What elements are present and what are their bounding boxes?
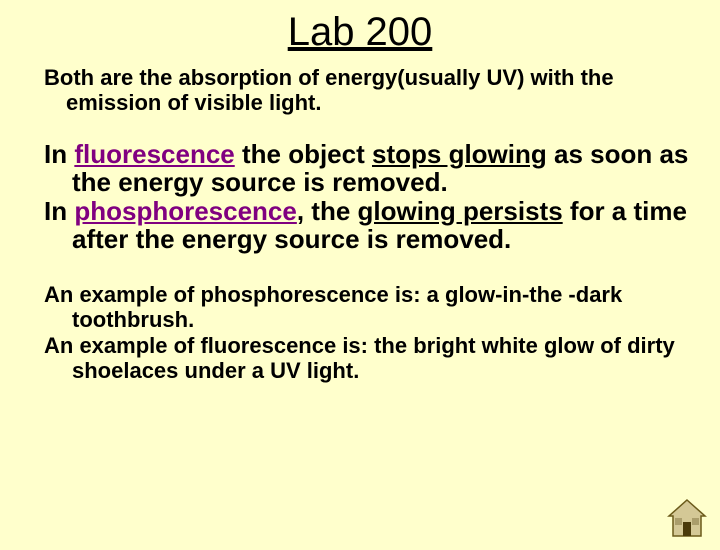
keyword-stops-glowing: stops glowing xyxy=(372,139,547,169)
fluorescence-definition: In fluorescence the object stops glowing… xyxy=(72,140,698,197)
keyword-fluorescence: fluorescence xyxy=(74,139,234,169)
text-pre: In xyxy=(44,196,74,226)
keyword-phosphorescence: phosphorescence xyxy=(74,196,297,226)
phosphorescence-definition: In phosphorescence, the glowing persists… xyxy=(72,197,698,254)
slide-title: Lab 200 xyxy=(0,10,720,55)
home-icon xyxy=(666,498,708,538)
fluorescence-example: An example of fluorescence is: the brigh… xyxy=(72,333,698,384)
keyword-glowing-persists: glowing persists xyxy=(358,196,563,226)
text-pre: In xyxy=(44,139,74,169)
text-mid: the object xyxy=(235,139,372,169)
home-button[interactable] xyxy=(666,498,708,538)
examples-paragraph: An example of phosphorescence is: a glow… xyxy=(0,282,720,383)
definitions-paragraph: In fluorescence the object stops glowing… xyxy=(0,140,720,254)
intro-paragraph: Both are the absorption of energy(usuall… xyxy=(44,65,720,116)
text-mid: , the xyxy=(297,196,358,226)
phosphorescence-example: An example of phosphorescence is: a glow… xyxy=(72,282,698,333)
